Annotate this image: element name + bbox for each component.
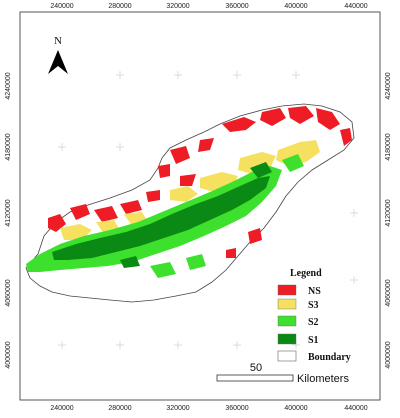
right-y-tick: 4060000 bbox=[385, 279, 392, 306]
ns-patch bbox=[248, 228, 262, 244]
right-y-tick: 4000000 bbox=[385, 341, 392, 368]
legend-label-ns: NS bbox=[308, 286, 321, 297]
right-y-axis: 4240000 4180000 4120000 4060000 4000000 bbox=[385, 72, 392, 368]
bottom-x-tick: 400000 bbox=[284, 405, 307, 412]
north-label: N bbox=[54, 35, 62, 47]
grid-cross bbox=[350, 209, 358, 217]
bottom-x-tick: 320000 bbox=[166, 405, 189, 412]
scale-bar: 50 Kilometers bbox=[216, 362, 349, 385]
ns-patch bbox=[94, 206, 118, 222]
ns-patch bbox=[48, 214, 66, 232]
left-y-tick: 4120000 bbox=[5, 199, 12, 226]
ns-patch bbox=[226, 248, 236, 258]
grid-cross bbox=[292, 71, 300, 79]
ns-patch bbox=[316, 108, 340, 130]
legend-label-boundary: Boundary bbox=[308, 352, 351, 363]
scale-value: 50 bbox=[250, 362, 262, 374]
top-x-tick: 240000 bbox=[50, 3, 73, 10]
legend-label-s3: S3 bbox=[308, 300, 319, 311]
grid-cross bbox=[58, 341, 66, 349]
top-x-axis: 240000 280000 320000 360000 400000 44000… bbox=[50, 3, 367, 10]
legend-label-s1: S1 bbox=[308, 335, 319, 346]
top-x-tick: 360000 bbox=[225, 3, 248, 10]
top-x-tick: 400000 bbox=[284, 3, 307, 10]
ns-patch bbox=[198, 138, 214, 152]
s1-patch bbox=[52, 176, 270, 260]
bottom-x-tick: 440000 bbox=[344, 405, 367, 412]
right-y-tick: 4120000 bbox=[385, 199, 392, 226]
ns-patch bbox=[260, 108, 286, 126]
ns-patch bbox=[158, 164, 170, 178]
s2-patch bbox=[186, 254, 206, 270]
ns-patch bbox=[70, 204, 90, 220]
legend-swatch-s2 bbox=[277, 315, 297, 327]
legend-swatch-s1 bbox=[277, 333, 297, 345]
legend-label-s2: S2 bbox=[308, 317, 319, 328]
legend: Legend NS S3 S2 S1 Boundary bbox=[277, 268, 351, 363]
s1-patch bbox=[120, 256, 140, 268]
class-s1-areas bbox=[52, 162, 272, 268]
left-y-tick: 4060000 bbox=[5, 279, 12, 306]
grid-cross bbox=[116, 341, 124, 349]
left-y-tick: 4180000 bbox=[5, 133, 12, 160]
bottom-x-axis: 240000 280000 320000 360000 400000 44000… bbox=[50, 405, 367, 412]
class-ns-areas bbox=[48, 106, 352, 258]
legend-swatch-ns bbox=[277, 284, 297, 296]
ns-patch bbox=[340, 128, 352, 146]
legend-swatch-s3 bbox=[277, 298, 297, 310]
grid-cross bbox=[174, 341, 182, 349]
ns-patch bbox=[180, 174, 196, 186]
grid-cross bbox=[233, 71, 241, 79]
right-y-tick: 4240000 bbox=[385, 72, 392, 99]
s1-patch bbox=[250, 162, 272, 178]
ns-patch bbox=[146, 190, 160, 202]
grid-cross bbox=[233, 341, 241, 349]
legend-swatch-boundary bbox=[277, 350, 297, 362]
class-s3-areas bbox=[60, 140, 320, 240]
north-arrow-icon bbox=[48, 50, 68, 74]
grid-cross bbox=[116, 143, 124, 151]
bottom-x-tick: 360000 bbox=[225, 405, 248, 412]
top-x-tick: 320000 bbox=[166, 3, 189, 10]
left-y-tick: 4000000 bbox=[5, 341, 12, 368]
ns-patch bbox=[288, 106, 314, 124]
bottom-x-tick: 240000 bbox=[50, 405, 73, 412]
legend-title: Legend bbox=[290, 268, 322, 279]
scale-bar-box bbox=[216, 374, 294, 382]
left-y-axis: 4240000 4180000 4120000 4060000 4000000 bbox=[5, 72, 12, 368]
s2-patch bbox=[150, 262, 176, 278]
ns-patch bbox=[120, 200, 142, 214]
grid-cross bbox=[116, 71, 124, 79]
left-y-tick: 4240000 bbox=[5, 72, 12, 99]
top-x-tick: 280000 bbox=[108, 3, 131, 10]
s2-patch bbox=[282, 154, 304, 172]
grid-cross bbox=[350, 276, 358, 284]
top-x-tick: 440000 bbox=[344, 3, 367, 10]
grid-cross bbox=[58, 143, 66, 151]
grid-cross bbox=[174, 71, 182, 79]
north-arrow: N bbox=[48, 35, 68, 74]
ns-patch bbox=[222, 117, 256, 132]
ns-patch bbox=[170, 146, 190, 164]
bottom-x-tick: 280000 bbox=[108, 405, 131, 412]
right-y-tick: 4180000 bbox=[385, 133, 392, 160]
scale-unit: Kilometers bbox=[297, 373, 349, 385]
s3-patch bbox=[170, 186, 198, 202]
